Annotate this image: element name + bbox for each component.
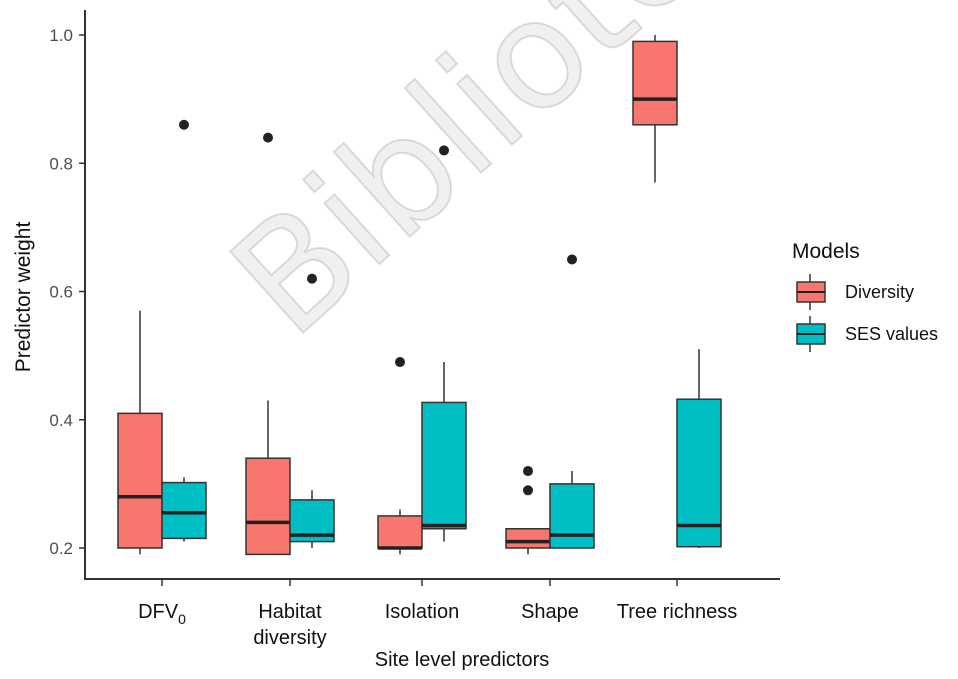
box-iqr	[676, 398, 722, 548]
x-tick-label-text: DFV	[138, 601, 179, 623]
box-iqr	[161, 481, 207, 540]
outlier-point	[523, 485, 533, 496]
y-tick-label: 1.0	[49, 26, 73, 45]
x-axis-label: Site level predictors	[375, 649, 550, 671]
x-tick-label: Isolation	[385, 601, 460, 623]
box-ses-1	[289, 273, 335, 548]
legend-label: Diversity	[845, 282, 914, 302]
legend-key-0	[796, 274, 826, 310]
x-tick-label: DFV0	[138, 601, 186, 627]
box-iqr	[632, 40, 678, 126]
boxplot-boxes	[117, 35, 722, 556]
box-diversity-0	[117, 310, 163, 555]
box-iqr	[549, 483, 595, 549]
y-axis-label: Predictor weight	[12, 222, 35, 373]
box-ses-3	[549, 254, 595, 549]
legend-key-1	[796, 316, 826, 352]
x-tick-label-line: Shape	[521, 601, 579, 623]
outlier-point	[523, 466, 533, 477]
x-tick-label-line: Isolation	[385, 601, 460, 623]
x-tick-label-line: Habitat	[258, 601, 322, 623]
legend: Models Diversity SES values	[792, 240, 938, 352]
outlier-point	[567, 254, 577, 265]
box-ses-0	[161, 119, 207, 542]
axes	[84, 10, 780, 580]
outlier-point	[179, 119, 189, 130]
box-ses-4	[676, 349, 722, 548]
outlier-point	[395, 357, 405, 368]
box-iqr	[117, 412, 163, 549]
x-tick-labels: DFV0 Habitat diversity Isolation Shape Tree r…	[138, 579, 737, 649]
box-iqr	[245, 457, 291, 556]
x-tick-label-line: Tree richness	[617, 601, 737, 623]
y-tick-label: 0.6	[49, 283, 73, 302]
y-tick-label: 0.8	[49, 154, 73, 173]
outlier-point	[307, 273, 317, 284]
y-tick-labels: 0.2 0.4 0.6 0.8 1.0	[49, 26, 85, 558]
box-ses-2	[421, 145, 467, 542]
x-tick-label: Shape	[521, 601, 579, 623]
box-iqr	[505, 528, 551, 549]
outlier-point	[439, 145, 449, 156]
legend-title: Models	[792, 240, 860, 263]
x-tick-label: Habitat diversity	[253, 601, 326, 649]
box-diversity-1	[245, 132, 291, 556]
x-tick-label-line: diversity	[253, 627, 326, 649]
legend-label: SES values	[845, 324, 938, 344]
x-tick-label-subscript: 0	[178, 611, 186, 627]
box-diversity-4	[632, 35, 678, 183]
y-tick-label: 0.4	[49, 411, 73, 430]
box-iqr	[421, 401, 467, 530]
x-tick-label: Tree richness	[617, 601, 737, 623]
y-tick-label: 0.2	[49, 539, 73, 558]
box-diversity-2	[377, 357, 423, 555]
box-diversity-3	[505, 466, 551, 555]
box-iqr	[377, 515, 423, 549]
outlier-point	[263, 132, 273, 143]
